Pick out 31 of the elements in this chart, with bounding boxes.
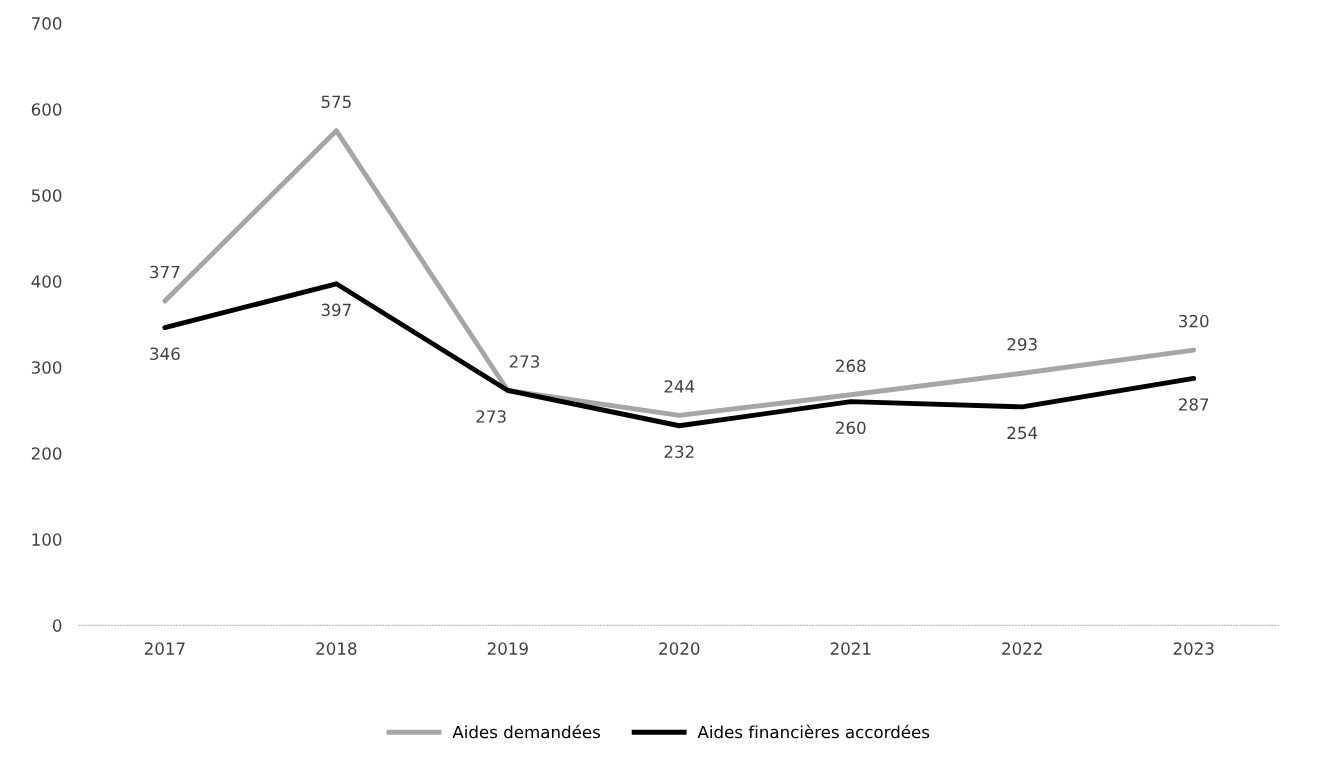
data-label: 397 — [321, 303, 351, 317]
x-tick-label: 2019 — [487, 642, 528, 655]
x-tick-label: 2022 — [1002, 642, 1042, 655]
y-tick-label: 500 — [31, 189, 62, 202]
x-tick-label: 2020 — [659, 642, 700, 655]
legend-label: Aides financières accordées — [697, 724, 930, 739]
y-tick-label: 200 — [31, 447, 62, 460]
y-tick-label: 600 — [31, 103, 62, 116]
data-label: 268 — [836, 359, 866, 373]
y-tick-label: 0 — [52, 619, 62, 632]
data-label: 254 — [1007, 426, 1038, 440]
data-label: 293 — [1007, 337, 1037, 351]
y-tick-label: 400 — [31, 275, 62, 288]
x-tick-label: 2021 — [830, 642, 871, 655]
y-tick-label: 700 — [32, 17, 62, 30]
y-tick-label: 300 — [31, 361, 62, 374]
legend-label: Aides demandées — [452, 724, 600, 739]
data-label: 273 — [476, 410, 506, 423]
data-label: 232 — [664, 445, 694, 459]
data-label: 377 — [150, 265, 180, 279]
data-label: 273 — [509, 355, 540, 368]
y-tick-label: 100 — [32, 533, 62, 546]
data-label: 260 — [836, 421, 866, 435]
data-label: 244 — [664, 380, 695, 393]
data-label: 575 — [321, 95, 351, 109]
data-label: 346 — [150, 347, 180, 361]
data-label: 320 — [1179, 314, 1209, 328]
x-tick-label: 2023 — [1173, 642, 1214, 655]
x-tick-label: 2017 — [144, 642, 185, 655]
x-tick-label: 2018 — [316, 642, 357, 655]
data-label: 287 — [1179, 398, 1209, 411]
